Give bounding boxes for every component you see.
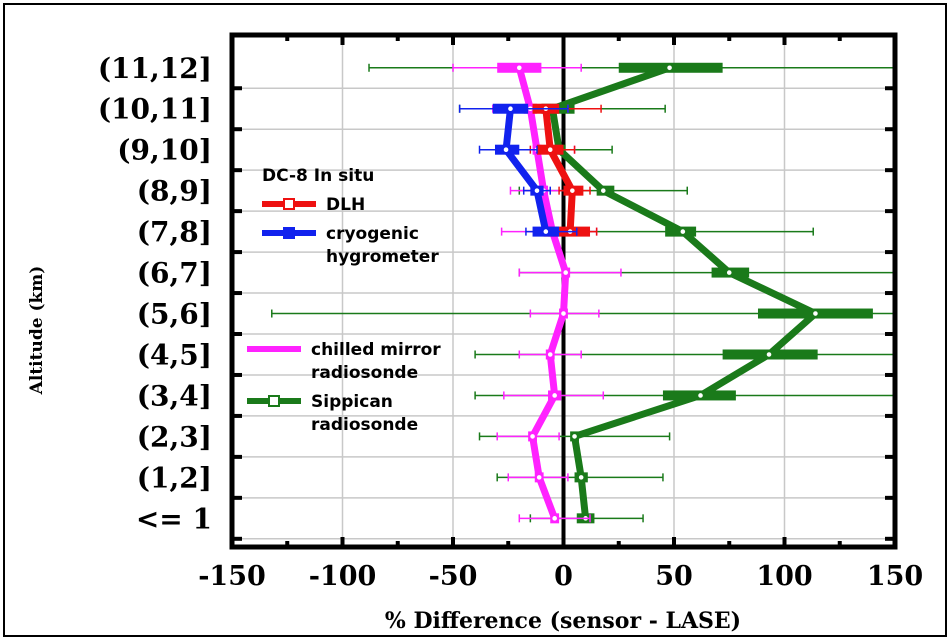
data-point [533, 187, 541, 194]
y-axis-label: Altitude (km) [27, 266, 47, 396]
y-tick-label: (1,2] [137, 461, 212, 494]
grid-lines [232, 35, 895, 547]
data-point [679, 228, 687, 235]
legend-label: radiosonde [311, 415, 418, 435]
data-point [542, 228, 550, 235]
legend-entry-dlh: DLH [262, 195, 365, 215]
x-tick-label: 0 [554, 561, 573, 592]
legend: DC-8 In situ DLH cryogenic hygrometer chille… [247, 166, 441, 435]
legend-entry-cryogenic-hygrometer: cryogenic hygrometer [262, 224, 439, 267]
data-point [577, 474, 585, 481]
y-tick-label: (7,8] [137, 216, 212, 249]
series-line [502, 108, 550, 233]
chart-frame [3, 3, 947, 637]
y-tick-label: <= 1 [136, 502, 212, 535]
data-point [535, 474, 543, 481]
legend-label: cryogenic [326, 224, 419, 244]
legend-label: radiosonde [311, 363, 418, 383]
series-line [542, 108, 576, 232]
y-tick-label: (10,11] [98, 93, 212, 126]
series-chilled-mirror-radiosonde [452, 62, 622, 524]
legend-label: DLH [326, 195, 365, 215]
data-point [725, 269, 733, 276]
legend-marker [283, 198, 295, 210]
data-point [551, 515, 558, 522]
series-line [548, 64, 819, 519]
data-point [765, 351, 773, 358]
y-tick-label: (9,10] [117, 134, 212, 167]
y-tick-label: (5,6] [137, 298, 212, 331]
data-point [569, 187, 576, 194]
y-tick-label: (3,4] [137, 379, 212, 412]
data-point [560, 310, 567, 317]
data-point [546, 351, 554, 358]
legend-label: hygrometer [326, 247, 439, 267]
legend-entry-chilled-mirror-radiosonde: chilled mirror radiosonde [247, 340, 441, 383]
legend-entry-sippican-radiosonde: Sippican radiosonde [247, 392, 418, 435]
x-tick-labels: -150 -100 -50 0 50 100 150 [198, 561, 923, 592]
data-point [812, 310, 819, 317]
y-tick-label: (8,9] [137, 175, 212, 208]
legend-group-title: DC-8 In situ [262, 166, 374, 186]
data-point [516, 64, 523, 72]
data-point [529, 433, 536, 440]
y-tick-label: (2,3] [137, 420, 212, 453]
data-point [599, 187, 607, 194]
data-point [697, 392, 704, 399]
legend-label: Sippican [311, 392, 393, 412]
x-tick-label: -100 [309, 561, 377, 592]
x-tick-label: 50 [655, 561, 693, 592]
x-tick-label: 150 [867, 561, 923, 592]
x-tick-label: -150 [198, 561, 266, 592]
data-point [507, 105, 514, 113]
data-point [546, 146, 554, 153]
y-tick-labels: <= 1 (1,2] (2,3] (3,4] (4,5] (5,6] (6,7] (7,8] (… [98, 52, 212, 536]
y-tick-label: (11,12] [98, 52, 212, 85]
series-layer [271, 62, 895, 524]
legend-marker [268, 395, 280, 407]
x-axis-label: % Difference (sensor - LASE) [385, 608, 741, 634]
x-tick-label: -50 [429, 561, 478, 592]
y-tick-label: (4,5] [137, 338, 212, 371]
legend-label: chilled mirror [311, 340, 441, 360]
data-point [551, 392, 558, 399]
y-tick-label: (6,7] [137, 257, 212, 290]
data-point [666, 64, 673, 72]
series-cryogenic-hygrometer [458, 103, 578, 237]
plot-border [229, 32, 898, 550]
data-point [571, 433, 578, 440]
legend-marker [283, 227, 295, 239]
data-point [562, 269, 570, 276]
data-point [502, 146, 510, 153]
x-tick-label: 100 [756, 561, 812, 592]
series-line [515, 66, 570, 520]
